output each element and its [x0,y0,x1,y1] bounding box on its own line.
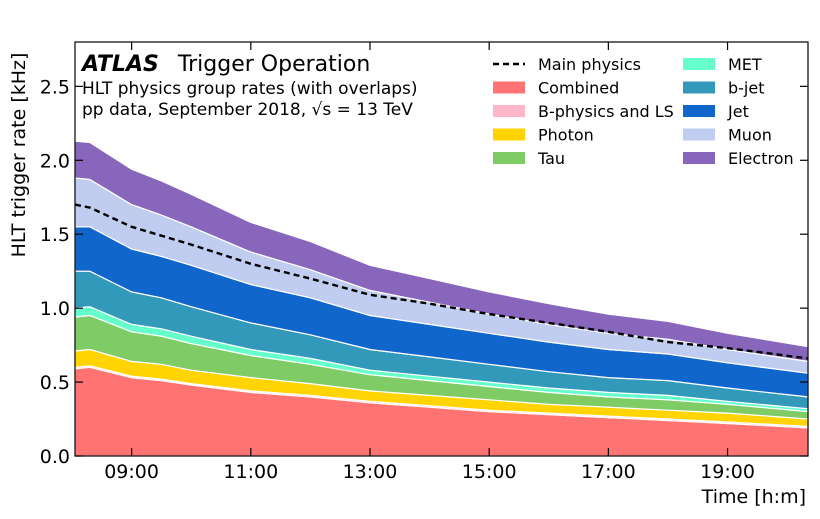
legend-swatch-met [683,58,715,70]
x-tick-label: 19:00 [700,461,755,483]
legend-swatch-tau [493,152,525,164]
stacked-area-layer [74,140,809,457]
x-tick-label: 11:00 [223,461,278,483]
legend-label-b-physics-and-ls: B-physics and LS [538,102,674,121]
legend-swatch-photon [493,128,525,141]
legend-swatch-combined [493,81,525,94]
x-tick-label: 17:00 [581,461,636,483]
legend: Main physics Combined B-physics and LS Phot… [493,55,794,168]
plot-frame [74,41,809,457]
y-tick-label: 2.5 [40,76,70,98]
x-axis-label: Time [h:m] [701,486,806,508]
y-tick-label: 1.5 [40,224,70,246]
y-tick-label: 1.0 [40,298,70,320]
legend-label-photon: Photon [538,126,594,145]
subtitle-line-1: HLT physics group rates (with overlaps) [82,79,418,99]
legend-swatch-muon [683,128,715,141]
legend-swatch-jet [683,105,715,117]
main-physics-line-layer [74,203,809,360]
tick-layer: 09:00 11:00 13:00 15:00 17:00 19:00 0.0 0.5 1.0 1… [40,42,808,483]
series-line-main-physics [74,203,809,360]
legend-label-electron: Electron [728,149,794,168]
y-tick-label: 0.0 [40,446,70,468]
x-tick-label: 15:00 [462,461,517,483]
chart-title: Trigger Operation [177,52,370,77]
legend-swatch-electron [683,152,715,164]
legend-label-main-physics: Main physics [538,55,641,74]
subtitle-line-2: pp data, September 2018, √s = 13 TeV [82,100,413,120]
y-tick-label: 2.0 [40,150,70,172]
legend-label-combined: Combined [538,79,619,98]
y-tick-label: 0.5 [40,372,70,394]
experiment-label: ATLAS [80,52,159,77]
legend-label-tau: Tau [537,149,565,168]
legend-label-b-jet: b-jet [728,79,765,98]
y-axis-label: HLT trigger rate [kHz] [8,53,30,258]
legend-label-met: MET [728,55,762,74]
legend-swatch-b-jet [683,81,715,94]
legend-label-jet: Jet [727,102,749,121]
legend-swatch-b-physics-and-ls [493,105,525,117]
x-tick-label: 09:00 [104,461,159,483]
legend-label-muon: Muon [728,126,772,145]
x-tick-label: 13:00 [343,461,398,483]
chart-title-line: ATLAS Trigger Operation [80,52,370,77]
